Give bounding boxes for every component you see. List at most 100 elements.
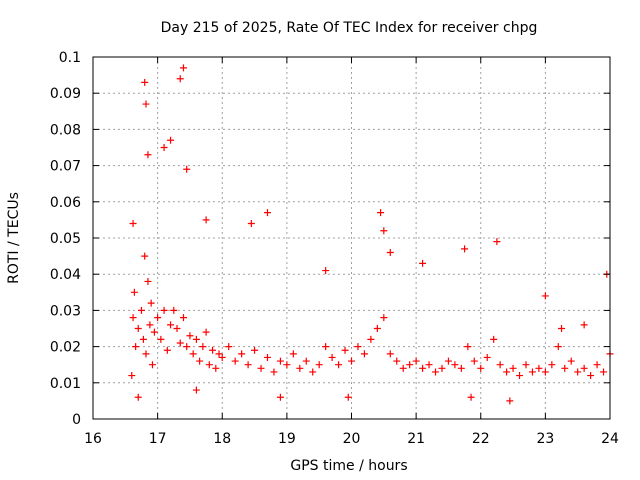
data-point <box>160 144 168 151</box>
data-point <box>600 368 608 376</box>
data-point <box>399 364 407 372</box>
data-point <box>467 393 475 401</box>
tick-labels: 16 17 18 19 20 21 22 23 24 0 0.01 0.02 0.03 0.04 0.05 0… <box>50 50 619 447</box>
data-point <box>129 220 137 228</box>
data-point <box>490 335 498 343</box>
data-point <box>231 357 239 365</box>
data-point <box>263 209 271 217</box>
x-tick-label: 16 <box>84 431 102 447</box>
data-point <box>438 364 446 372</box>
data-point <box>289 350 297 358</box>
data-point <box>157 335 165 343</box>
data-point <box>580 364 588 372</box>
data-point <box>380 227 388 235</box>
data-point <box>173 325 181 332</box>
data-point <box>167 136 175 144</box>
data-point <box>183 343 191 351</box>
data-point <box>179 64 187 72</box>
data-point <box>309 368 317 376</box>
data-point <box>276 357 284 365</box>
data-point <box>142 350 150 358</box>
data-point <box>558 325 566 332</box>
data-point <box>150 328 158 336</box>
data-point <box>483 353 491 361</box>
data-point <box>328 353 336 361</box>
data-point <box>354 343 362 351</box>
data-point <box>132 343 140 351</box>
x-tick-label: 24 <box>601 431 619 447</box>
data-point <box>451 361 459 369</box>
y-tick-label: 0.04 <box>50 267 81 283</box>
data-point <box>322 343 330 351</box>
y-tick-label: 0.07 <box>50 159 81 175</box>
data-point <box>335 361 343 369</box>
data-point <box>205 361 213 369</box>
data-point <box>212 364 220 372</box>
data-point <box>522 361 530 369</box>
data-point <box>270 368 278 376</box>
data-point <box>225 343 233 351</box>
data-point <box>567 357 575 365</box>
y-tick-label: 0.02 <box>50 340 81 356</box>
data-point <box>199 343 207 351</box>
data-point <box>516 372 524 380</box>
y-axis-label: ROTI / TECUs <box>6 192 22 284</box>
data-point <box>163 346 171 354</box>
data-point <box>444 357 452 365</box>
data-point <box>176 339 184 347</box>
data-point <box>580 321 588 329</box>
data-point <box>344 393 352 401</box>
data-point <box>154 314 162 322</box>
x-tick-label: 20 <box>343 431 361 447</box>
data-point <box>464 343 472 351</box>
data-point <box>528 368 536 376</box>
data-point <box>554 343 562 351</box>
y-tick-label: 0.08 <box>50 122 81 138</box>
data-point <box>167 321 175 329</box>
data-point <box>457 364 465 372</box>
data-point <box>574 368 582 376</box>
data-point <box>419 259 427 267</box>
data-point <box>541 368 549 376</box>
data-point <box>202 328 210 336</box>
data-point <box>189 350 197 358</box>
x-axis-label: GPS time / hours <box>290 458 407 474</box>
data-point <box>348 357 355 365</box>
data-point <box>141 252 149 260</box>
data-point <box>218 353 226 361</box>
data-point <box>257 364 265 372</box>
data-point <box>506 397 514 405</box>
data-point <box>139 335 147 343</box>
y-tick-label: 0.09 <box>50 86 81 102</box>
axis-ticks <box>92 56 611 420</box>
series-roti <box>128 64 614 405</box>
data-point <box>176 75 184 83</box>
data-point <box>215 350 223 358</box>
data-point <box>496 361 504 369</box>
x-tick-label: 18 <box>213 431 231 447</box>
data-point <box>130 288 138 296</box>
data-point <box>209 346 217 354</box>
data-point <box>302 357 310 365</box>
x-tick-label: 17 <box>149 431 167 447</box>
data-point <box>141 78 149 86</box>
data-point <box>341 346 349 354</box>
y-tick-label: 0.1 <box>59 50 81 66</box>
data-point <box>186 332 194 340</box>
y-tick-label: 0.03 <box>50 303 81 319</box>
data-point <box>548 361 556 369</box>
x-tick-label: 22 <box>472 431 490 447</box>
grid-lines <box>93 57 610 419</box>
data-point <box>541 292 549 300</box>
data-point <box>380 314 388 322</box>
data-point <box>244 361 252 369</box>
data-points <box>128 64 614 405</box>
data-point <box>247 220 255 228</box>
data-point <box>134 393 142 401</box>
data-point <box>386 350 394 358</box>
data-point <box>322 267 330 275</box>
data-point <box>377 209 385 217</box>
data-point <box>283 361 291 369</box>
data-point <box>561 364 569 372</box>
